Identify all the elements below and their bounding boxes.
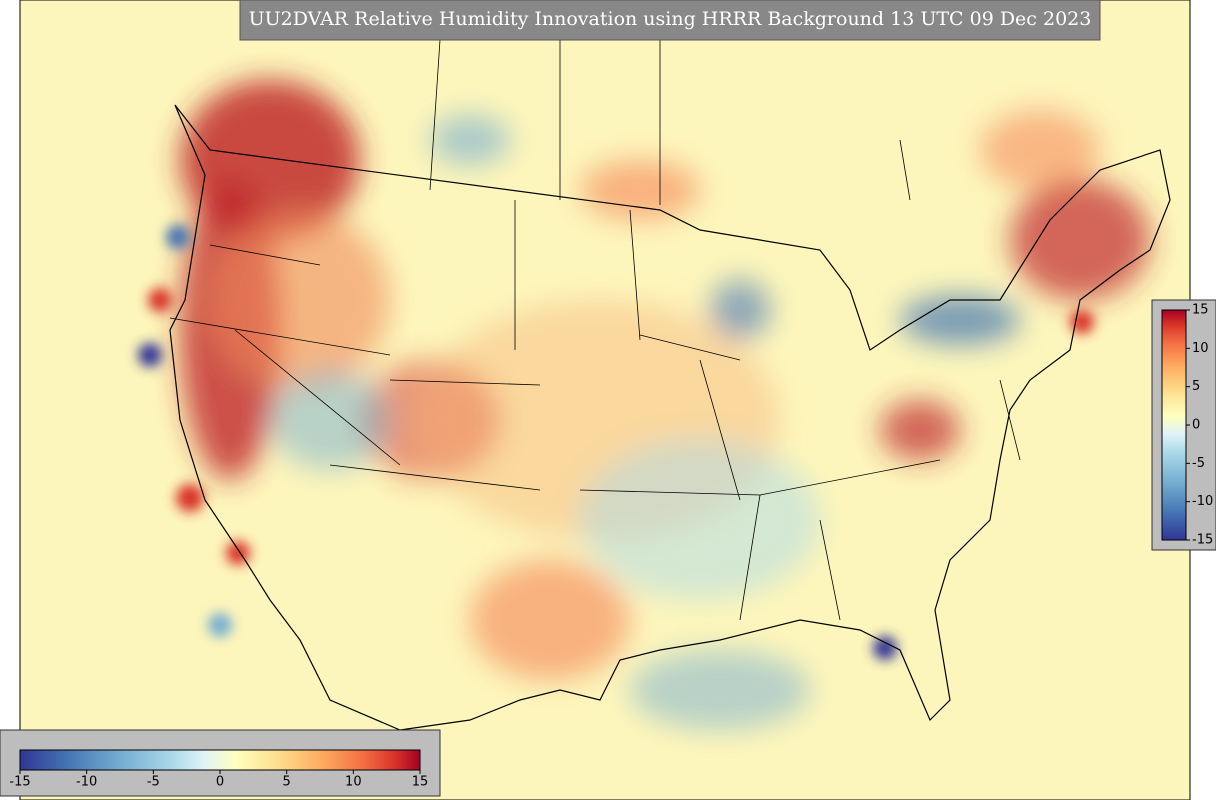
tick-label: -5 <box>147 775 160 790</box>
tick-label: 10 <box>1192 341 1209 356</box>
colorbar <box>1161 309 1187 541</box>
colorbar <box>19 749 421 771</box>
ocean-blobs <box>138 225 1094 660</box>
tick-label: -15 <box>9 775 30 790</box>
coastline <box>169 104 1171 731</box>
tick-label: 0 <box>1192 418 1200 433</box>
tick-label: -10 <box>1192 494 1213 509</box>
tick-label: -5 <box>1192 456 1205 471</box>
tick-label: -10 <box>76 775 97 790</box>
field-blobs <box>180 80 1150 730</box>
map <box>19 0 1191 800</box>
tick-label: 15 <box>1192 303 1209 318</box>
tick-label: 5 <box>283 775 291 790</box>
borders <box>169 39 1021 621</box>
tick-label: 5 <box>1192 379 1200 394</box>
tick-label: -15 <box>1192 533 1213 548</box>
tick-label: 15 <box>412 775 429 790</box>
tick-label: 0 <box>216 775 224 790</box>
tick-label: 10 <box>345 775 362 790</box>
map-title: UU2DVAR Relative Humidity Innovation usi… <box>249 8 1092 30</box>
title-box <box>239 0 1101 41</box>
